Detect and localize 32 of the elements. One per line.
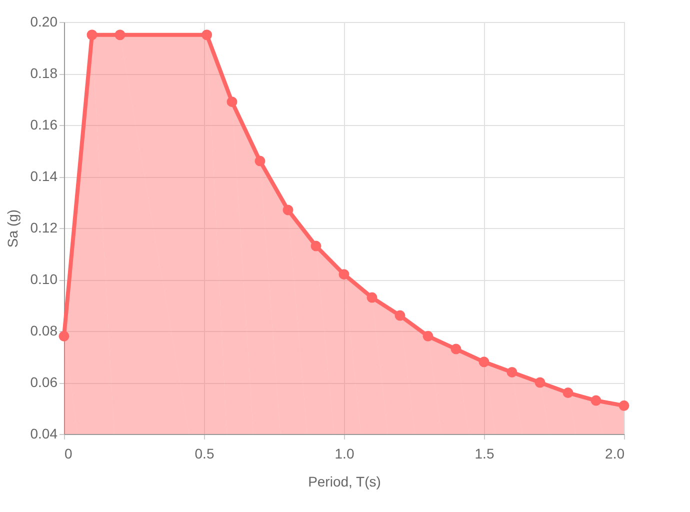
- point: [394, 310, 406, 321]
- point: [506, 366, 518, 378]
- x-tick-label: 0.5: [194, 446, 214, 462]
- y-tick-label: 0.10: [30, 271, 58, 287]
- point: [254, 156, 266, 166]
- point: [450, 344, 462, 354]
- y-tick-label: 0.16: [30, 116, 58, 132]
- y-tick-label: 0.14: [30, 168, 58, 184]
- point: [422, 330, 434, 342]
- point: [366, 292, 378, 303]
- point: [58, 330, 70, 342]
- y-axis-title: Sa (g): [4, 209, 20, 248]
- x-axis-title: Period, T(s): [308, 474, 381, 490]
- y-tick-label: 0.12: [30, 220, 58, 236]
- y-tick-label: 0.18: [30, 65, 58, 81]
- x-tick-label: 1.0: [334, 446, 354, 462]
- x-tick-label: 1.5: [474, 446, 494, 462]
- point: [562, 388, 574, 398]
- point: [310, 240, 322, 252]
- y-tick-label: 0.04: [30, 426, 58, 442]
- point: [534, 377, 546, 388]
- y-tick-label: 0.06: [30, 374, 58, 390]
- y-tick-label: 0.20: [30, 14, 58, 30]
- point: [282, 204, 294, 216]
- y-tick-label: 0.08: [30, 322, 58, 338]
- point: [338, 269, 350, 280]
- point: [590, 395, 602, 406]
- point: [478, 356, 490, 368]
- x-tick-label: 0: [64, 446, 72, 462]
- point: [202, 30, 212, 40]
- point: [226, 96, 238, 108]
- x-tick-label: 2.0: [605, 446, 625, 462]
